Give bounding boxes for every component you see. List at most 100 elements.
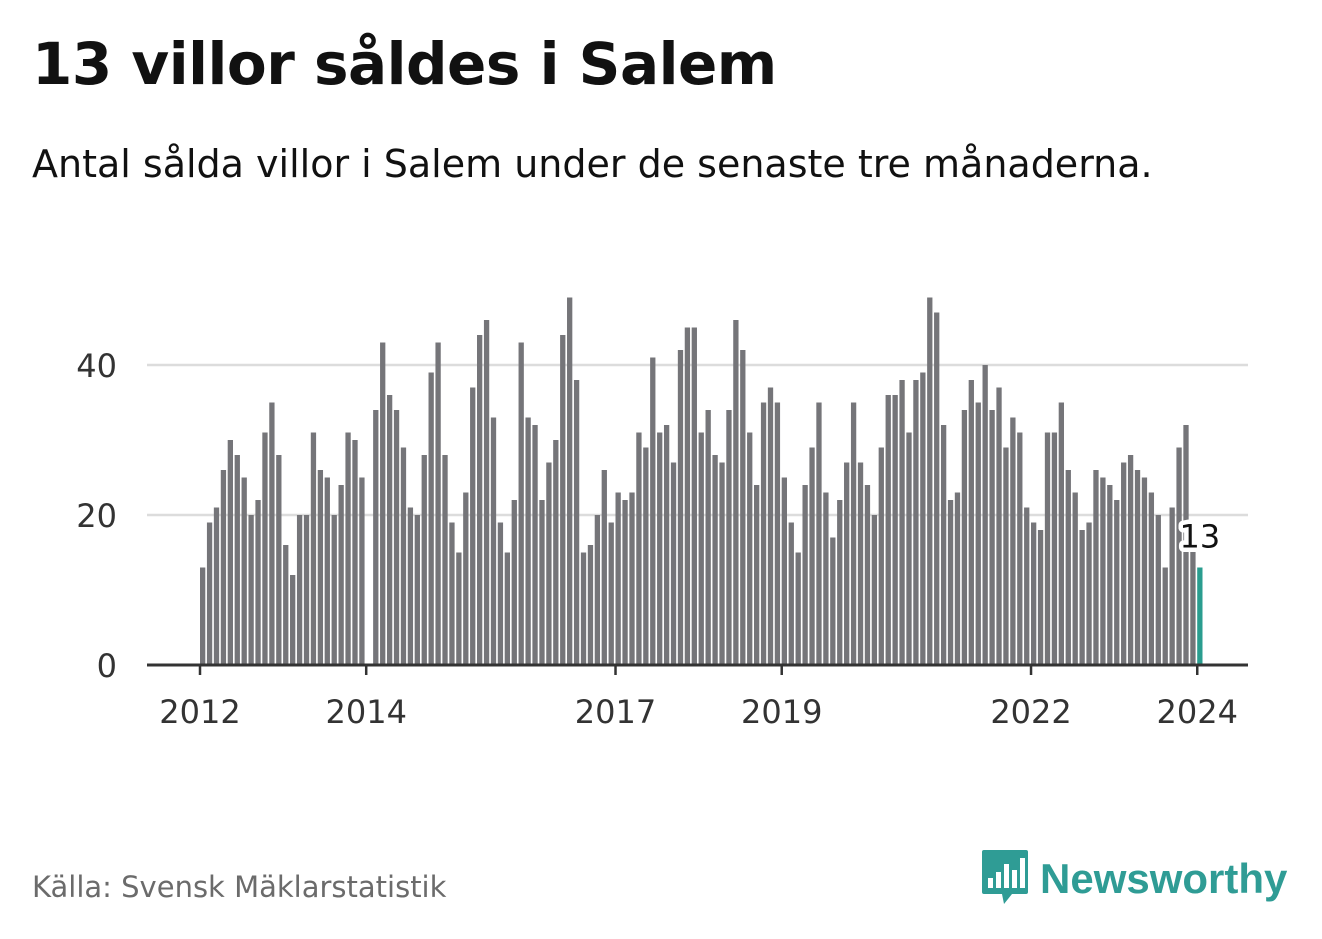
- bar: [982, 365, 988, 665]
- bar: [296, 515, 303, 665]
- bar: [338, 485, 344, 665]
- brand-name: Newsworthy: [1040, 855, 1288, 902]
- bar: [580, 552, 587, 665]
- bar: [421, 455, 427, 665]
- bar: [940, 425, 947, 665]
- x-tick-label: 2019: [741, 693, 822, 731]
- bar: [920, 372, 926, 665]
- bar: [1051, 432, 1058, 665]
- bar: [615, 492, 621, 665]
- bar: [241, 477, 247, 665]
- bar: [546, 462, 552, 665]
- bar: [470, 387, 476, 665]
- bar: [234, 455, 240, 665]
- labels: 0 20 40 2012 2014 2017 2019 2022 2024 13: [76, 347, 1238, 731]
- bar: [276, 455, 282, 665]
- bar: [885, 395, 891, 665]
- bar: [691, 327, 697, 665]
- bar: [220, 470, 227, 665]
- bar: [324, 477, 330, 665]
- bar: [587, 545, 594, 665]
- y-tick-label: 20: [76, 497, 117, 535]
- bar: [352, 440, 358, 665]
- bar: [705, 410, 711, 665]
- bar: [760, 402, 767, 665]
- x-tick-label: 2012: [159, 693, 240, 731]
- bar: [359, 477, 365, 665]
- bar: [733, 320, 739, 665]
- bar: [830, 537, 836, 665]
- bar: [996, 387, 1002, 665]
- bar: [206, 522, 213, 665]
- brand-logo: Newsworthy: [980, 848, 1287, 910]
- bar: [567, 297, 573, 665]
- bar: [754, 485, 760, 665]
- bar: [650, 357, 656, 665]
- bar: [975, 402, 981, 665]
- bar: [989, 410, 995, 665]
- bar: [262, 432, 268, 665]
- bar: [435, 342, 441, 665]
- bar: [643, 447, 649, 665]
- bar: [1024, 507, 1030, 665]
- x-tick-label: 2017: [575, 693, 656, 731]
- bar: [532, 425, 538, 665]
- bar: [511, 500, 517, 665]
- bar: [345, 432, 351, 665]
- bar: [850, 402, 857, 665]
- bar: [400, 447, 407, 665]
- bar: [864, 485, 871, 665]
- bar: [1121, 462, 1127, 665]
- bar: [331, 515, 337, 665]
- bar: [1058, 402, 1064, 665]
- bar: [213, 507, 220, 665]
- bar: [712, 455, 718, 665]
- bar: [1065, 470, 1071, 665]
- bar: [1183, 425, 1189, 665]
- bar: [310, 432, 317, 665]
- gridlines: [147, 363, 1248, 517]
- bar: [1176, 447, 1182, 665]
- bar: [1010, 417, 1016, 665]
- bar: [795, 552, 801, 665]
- bar: [913, 380, 919, 665]
- bar: [290, 575, 296, 665]
- bar: [878, 447, 884, 665]
- bar: [670, 462, 677, 665]
- bar: [1017, 432, 1023, 665]
- bar: [871, 515, 878, 665]
- bar: [594, 515, 601, 665]
- highlight-value-label: 13: [1179, 518, 1220, 556]
- bar: [1100, 477, 1106, 665]
- bar: [573, 380, 580, 665]
- bar: [1169, 507, 1175, 665]
- bar: [1141, 477, 1148, 665]
- bar: [1114, 500, 1120, 665]
- bar: [283, 545, 289, 665]
- bar: [1107, 485, 1113, 665]
- source-note: Källa: Svensk Mäklarstatistik: [32, 870, 447, 904]
- bar: [560, 335, 566, 665]
- bar: [726, 410, 732, 665]
- bar: [1031, 522, 1037, 665]
- axes: [147, 663, 1248, 675]
- bar: [200, 567, 206, 665]
- bar: [1162, 567, 1168, 665]
- bar: [255, 500, 261, 665]
- bar: [947, 500, 954, 665]
- bar: [816, 402, 822, 665]
- chart-subtitle: Antal sålda villor i Salem under de sena…: [32, 142, 1153, 186]
- bar: [373, 410, 379, 665]
- bar: [809, 447, 815, 665]
- bar: [968, 380, 974, 665]
- bar: [449, 522, 455, 665]
- bar: [483, 320, 490, 665]
- bar: [677, 350, 684, 665]
- bar: [518, 342, 524, 665]
- bar: [781, 477, 787, 665]
- bar: [393, 410, 400, 665]
- bar: [698, 432, 704, 665]
- bar: [269, 402, 275, 665]
- bar: [1037, 530, 1044, 665]
